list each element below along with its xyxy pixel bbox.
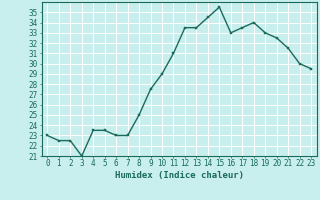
- X-axis label: Humidex (Indice chaleur): Humidex (Indice chaleur): [115, 171, 244, 180]
